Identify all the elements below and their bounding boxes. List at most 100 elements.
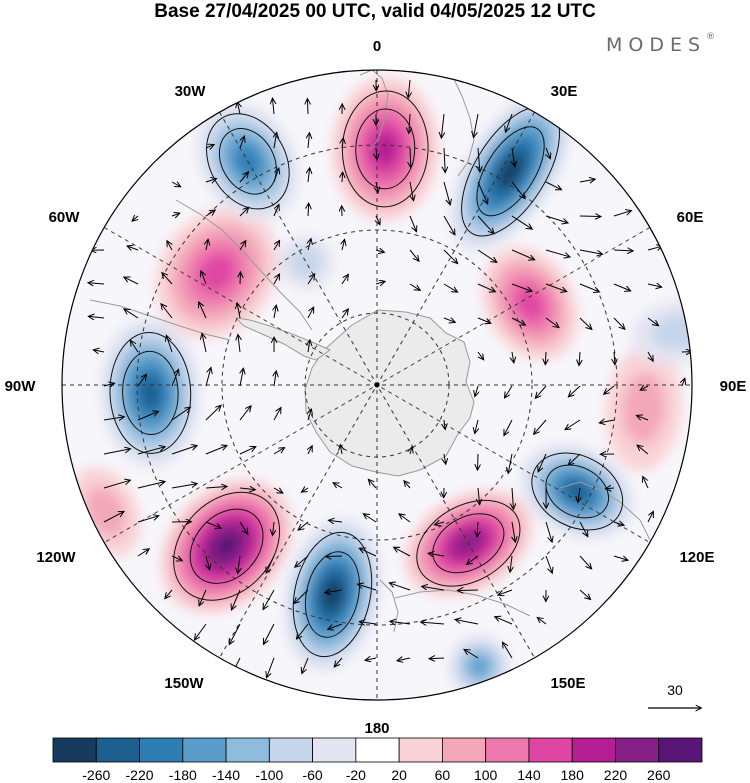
wind-vector-145 (273, 448, 284, 455)
wind-vector-185 (512, 521, 515, 542)
wind-vector-220 (264, 623, 275, 644)
colorbar-swatch-9 (441, 737, 487, 763)
wind-vector-78 (477, 283, 495, 292)
streamline-3-1 (531, 452, 624, 531)
wind-vector-148 (410, 447, 412, 455)
map-title: Base 27/04/2025 00 UTC, valid 04/05/2025… (154, 1, 596, 22)
wind-vector-65 (613, 250, 633, 251)
wind-vector-81 (579, 283, 599, 292)
lon-label-0: 0 (373, 38, 381, 55)
wind-vector-230 (267, 657, 275, 677)
wind-vector-107 (512, 351, 514, 362)
wind-vector-38 (239, 208, 248, 217)
wind-vector-21 (546, 147, 550, 158)
wind-vector-99 (94, 350, 105, 352)
colorbar-swatch-3 (182, 737, 227, 763)
anomaly-contour-11-1 (290, 246, 323, 279)
wind-vector-91 (341, 309, 348, 319)
wind-vector-47 (545, 215, 568, 223)
wind-vector-31 (477, 181, 487, 204)
wind-vector-121 (536, 385, 547, 398)
wind-vector-51 (127, 246, 139, 250)
brand-name: MODES (606, 34, 707, 56)
wind-vector-165 (404, 481, 411, 489)
wind-vector-177 (239, 521, 248, 534)
wind-vector-132 (308, 409, 311, 421)
wind-vector-89 (274, 306, 276, 319)
wind-vector-53 (206, 240, 208, 251)
wind-vector-72 (273, 274, 279, 285)
colorbar-label-8: 60 (435, 767, 451, 783)
streamline-10-0 (218, 128, 277, 195)
wind-vector-184 (477, 521, 478, 536)
colorbar-swatch-5 (268, 737, 314, 763)
wind-vector-210 (325, 590, 343, 593)
colorbar-label-0: -260 (82, 767, 110, 783)
streamline-0-1 (341, 90, 429, 208)
wind-vector-59 (409, 249, 419, 261)
wind-vector-62 (511, 249, 534, 260)
colorbar-swatch-4 (225, 737, 270, 763)
colorbar-swatch-12 (571, 737, 616, 763)
wind-vector-86 (161, 304, 173, 319)
wind-vector-213 (422, 586, 445, 591)
wind-vector-113 (103, 383, 114, 386)
wind-vector-193 (238, 555, 240, 573)
antarctica-landmass (304, 309, 475, 477)
wind-vector-10 (506, 113, 513, 132)
wind-vector-171 (606, 488, 615, 489)
colorbar-swatch-0 (52, 737, 97, 763)
wind-vector-83 (647, 284, 661, 287)
wind-vector-181 (364, 514, 377, 523)
wind-vector-87 (199, 302, 207, 319)
wind-vector-76 (409, 283, 420, 290)
wind-vector-85 (124, 309, 139, 319)
streamline-4-1 (416, 499, 521, 587)
colorbar-swatch-11 (528, 737, 573, 763)
wind-vector-203 (579, 555, 591, 569)
wind-vector-110 (614, 351, 615, 364)
wind-vector-139 (637, 416, 649, 421)
wind-vector-16 (376, 147, 377, 159)
wind-vector-192 (206, 555, 209, 569)
wind-vector-29 (410, 181, 413, 200)
wind-vector-152 (538, 453, 547, 471)
wind-vector-147 (340, 445, 342, 455)
wind-vector-205 (165, 589, 173, 598)
colorbar-label-11: 180 (561, 767, 585, 783)
wind-vector-35 (132, 216, 138, 221)
wind-vector-167 (478, 487, 480, 504)
colorbar: -260 -220 -180 -140 -100 -60 -20 20 60 100 140 180 2… (52, 737, 703, 783)
wind-vector-212 (390, 583, 411, 591)
wind-vector-127 (137, 412, 158, 421)
wind-vector-158 (171, 484, 197, 489)
wind-vector-56 (308, 239, 311, 251)
wind-vector-17 (410, 147, 411, 167)
wind-vector-182 (399, 514, 411, 523)
wind-vector-79 (511, 283, 532, 291)
colorbar-swatch-2 (139, 737, 184, 763)
wind-vector-233 (366, 658, 377, 660)
wind-vector-206 (199, 589, 207, 605)
wind-vector-73 (307, 274, 314, 285)
wind-vector-19 (478, 147, 480, 172)
wind-vector-68 (124, 277, 139, 285)
wind-vector-120 (505, 385, 513, 398)
anomaly-contour-12-1 (622, 372, 666, 444)
wind-vector-67 (88, 283, 105, 284)
streamline-7-1 (173, 491, 281, 601)
wind-vector-27 (342, 173, 343, 183)
wind-vector-136 (534, 419, 547, 434)
map-disc (62, 70, 692, 700)
colorbar-label-12: 220 (604, 767, 628, 783)
wind-vector-44 (443, 215, 455, 235)
wind-vector-135 (504, 419, 513, 435)
anomaly-contour-2-3 (515, 286, 545, 321)
wind-vector-188 (613, 522, 624, 525)
wind-vector-119 (475, 385, 478, 396)
wind-vector-133 (444, 419, 445, 429)
wind-vector-176 (205, 521, 221, 528)
wind-vector-4 (307, 99, 308, 115)
anomaly-contour-7-6 (214, 534, 239, 559)
